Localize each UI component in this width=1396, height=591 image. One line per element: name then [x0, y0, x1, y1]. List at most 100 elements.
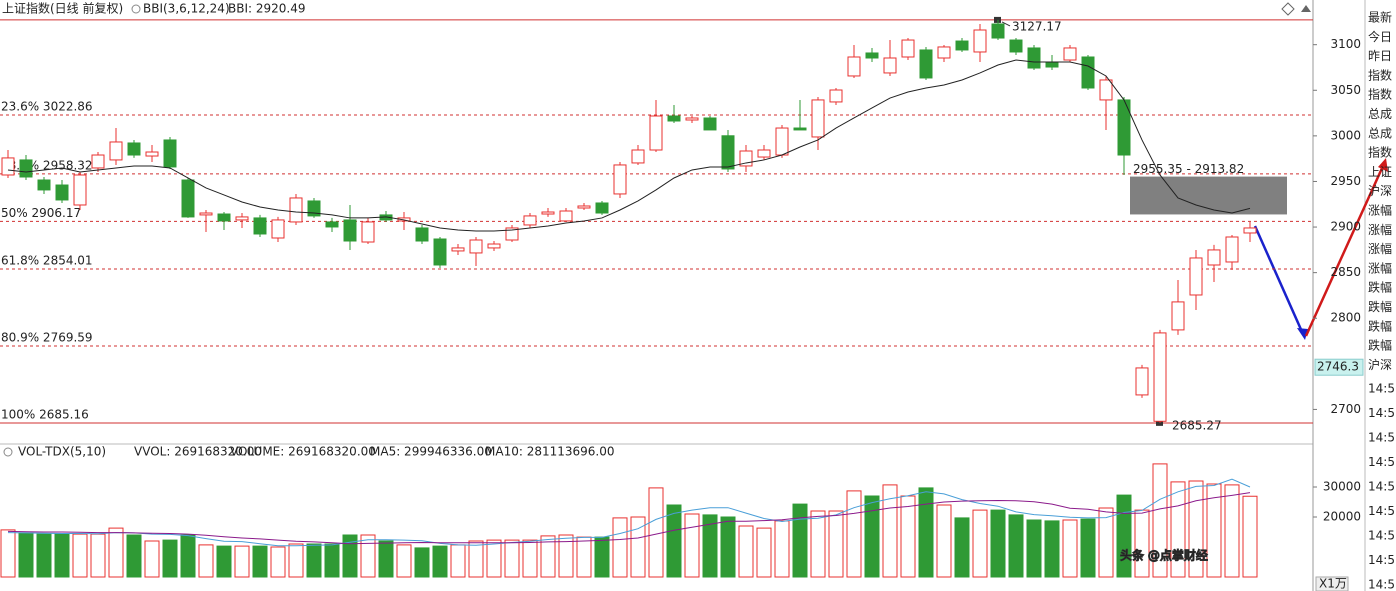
diamond-icon[interactable]: [1281, 2, 1295, 16]
down-arrow-head: [1297, 328, 1308, 340]
fib-label: 61.8% 2854.01: [1, 253, 93, 267]
volume-bar: [0, 529, 16, 578]
candle-body: [181, 179, 195, 218]
volume-bar: [612, 517, 628, 578]
candle-body: [595, 202, 609, 214]
volume-bar: [936, 504, 952, 578]
volume-bar: [792, 503, 808, 578]
candle-body: [757, 149, 771, 158]
side-label: 总成: [1368, 107, 1392, 121]
volume-bar: [558, 534, 574, 578]
side-label: 指数: [1368, 67, 1392, 82]
candle-body: [1189, 257, 1203, 296]
side-label: 指数: [1368, 87, 1392, 102]
legend-entry: MA10: 281113696.00: [485, 445, 615, 459]
candle-body: [973, 29, 987, 53]
y-tick-label: 2950: [1330, 174, 1361, 188]
volume-bar: [180, 534, 196, 578]
side-time: 14:5: [1368, 382, 1395, 396]
volume-bar: [414, 547, 430, 578]
fib-label: 80.9% 2769.59: [1, 330, 93, 344]
volume-bar: [828, 510, 844, 578]
volume-bar: [1170, 481, 1186, 578]
candle-body: [253, 217, 267, 235]
last-price-box: [1314, 358, 1364, 376]
candle-body: [217, 213, 231, 222]
candle-body: [649, 115, 663, 151]
side-label: 沪深: [1368, 184, 1392, 198]
candle-body: [793, 127, 807, 131]
volume-bar: [378, 540, 394, 578]
volume-bar: [306, 543, 322, 578]
volume-bar: [738, 525, 754, 578]
y-tick-label: 3100: [1330, 37, 1361, 51]
side-time: 14:5: [1368, 431, 1395, 445]
candle-body: [847, 56, 861, 77]
low-label: 2685.27: [1172, 418, 1222, 432]
candle-body: [775, 127, 789, 156]
down-arrow: [1253, 225, 1305, 335]
volume-bar: [972, 509, 988, 578]
candle-body: [127, 142, 141, 156]
up-arrow-head: [1378, 158, 1388, 172]
vol-icon[interactable]: [3, 447, 13, 457]
candle-body: [37, 179, 51, 191]
volume-bar: [1134, 509, 1150, 578]
volume-bar: [324, 543, 340, 578]
candle-body: [577, 205, 591, 209]
candle-body: [1081, 56, 1095, 89]
range-label: 2955.35 - 2913.82: [1133, 162, 1244, 176]
candle-body: [1009, 39, 1023, 53]
volume-bar: [36, 533, 52, 578]
volume-bar: [576, 536, 592, 578]
side-label: 涨幅: [1368, 241, 1392, 256]
volume-bar: [810, 510, 826, 578]
candle-body: [307, 200, 321, 217]
bbi-line: [7, 59, 1251, 232]
volume-bar: [468, 540, 484, 578]
volume-bar: [144, 540, 160, 578]
indicator-name: BBI(3,6,12,24): [143, 2, 230, 16]
volume-bar: [234, 545, 250, 578]
indicator-icon[interactable]: [131, 4, 141, 14]
volume-bar: [666, 504, 682, 578]
candle-body: [1135, 367, 1149, 396]
candle-body: [919, 49, 933, 79]
y-tick-label: 3000: [1330, 128, 1361, 142]
candle-body: [55, 184, 69, 201]
y-tick-label: 2800: [1330, 311, 1361, 325]
candle-body: [325, 221, 339, 228]
side-time: 14:5: [1368, 529, 1395, 543]
fib-label: 100% 2685.16: [1, 407, 89, 421]
high-pointer: [1001, 21, 1011, 27]
up-icon[interactable]: [1301, 5, 1311, 12]
candle-body: [685, 117, 699, 121]
candle-body: [361, 221, 375, 243]
candle-body: [451, 247, 465, 252]
side-time: 14:5: [1368, 406, 1395, 420]
volume-label: VOLUME: 269168320.00: [230, 445, 376, 459]
volume-bar: [396, 544, 412, 578]
volume-bar: [1206, 483, 1222, 578]
volume-bar: [1224, 484, 1240, 578]
candle-body: [523, 215, 537, 226]
y-tick-label: 20000: [1323, 509, 1361, 523]
volume-bar: [594, 536, 610, 578]
candle-body: [613, 164, 627, 195]
volume-bar: [162, 539, 178, 578]
volume-bar: [198, 544, 214, 578]
candle-body: [19, 159, 33, 178]
candle-body: [559, 210, 573, 222]
volume-bar: [1098, 507, 1114, 578]
side-label: 跌幅: [1368, 338, 1392, 353]
candle-body: [271, 219, 285, 239]
unit-box: [1315, 576, 1349, 591]
unit-label: X1万: [1319, 577, 1347, 591]
volume-bar: [360, 534, 376, 578]
candle-body: [991, 23, 1005, 39]
side-label: 涨幅: [1368, 260, 1392, 275]
candle-body: [343, 219, 357, 242]
volume-bar: [756, 527, 772, 578]
volume-bar: [288, 543, 304, 578]
volume-bar: [486, 539, 502, 578]
